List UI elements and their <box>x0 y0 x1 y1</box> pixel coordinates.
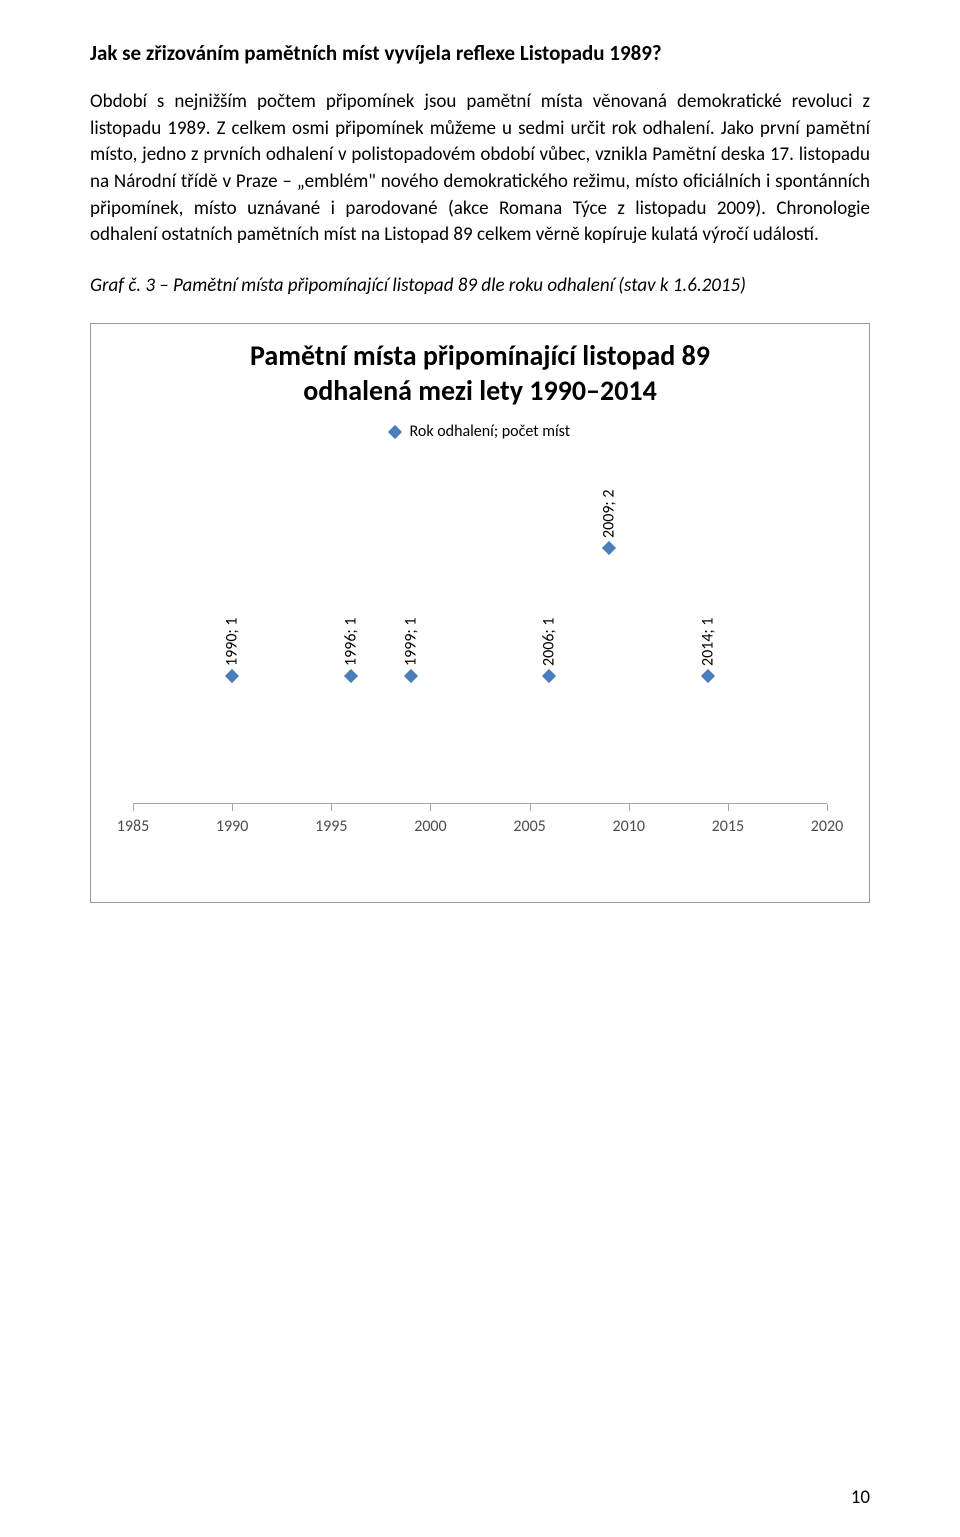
data-point-label: 2014; 1 <box>699 618 718 666</box>
diamond-icon <box>388 425 402 439</box>
x-tick-label: 2010 <box>612 817 644 836</box>
data-point <box>404 669 418 683</box>
chart-title: Pamětní místa připomínající listopad 89 … <box>91 338 869 408</box>
x-tick <box>629 804 630 811</box>
x-tick-label: 2020 <box>811 817 843 836</box>
data-point <box>225 669 239 683</box>
chart-title-line2: odhalená mezi lety 1990–2014 <box>303 373 657 408</box>
legend-marker-icon <box>390 427 400 437</box>
page: Jak se zřizováním pamětních míst vyvíjel… <box>0 0 960 1537</box>
data-point <box>344 669 358 683</box>
x-axis <box>133 803 827 804</box>
x-tick <box>430 804 431 811</box>
x-tick <box>827 804 828 811</box>
data-point-label: 1990; 1 <box>223 618 242 666</box>
chart-frame: Pamětní místa připomínající listopad 89 … <box>90 323 870 903</box>
x-tick-label: 2000 <box>414 817 446 836</box>
x-tick-label: 1985 <box>117 817 149 836</box>
data-point <box>542 669 556 683</box>
legend-label: Rok odhalení; počet míst <box>410 422 571 441</box>
plot-area: 198519901995200020052010201520201990; 11… <box>133 484 827 804</box>
page-number: 10 <box>851 1486 870 1509</box>
x-tick <box>232 804 233 811</box>
chart-title-line1: Pamětní místa připomínající listopad 89 <box>250 338 710 373</box>
x-tick-label: 2005 <box>513 817 545 836</box>
data-point-label: 2006; 1 <box>540 618 559 666</box>
data-point <box>701 669 715 683</box>
chart-legend: Rok odhalení; počet míst <box>91 422 869 441</box>
x-tick-label: 2015 <box>712 817 744 836</box>
x-tick <box>530 804 531 811</box>
x-tick <box>728 804 729 811</box>
x-tick-label: 1990 <box>216 817 248 836</box>
figure-caption: Graf č. 3 – Pamětní místa připomínající … <box>90 273 870 300</box>
body-paragraph: Období s nejnižším počtem připomínek jso… <box>90 89 870 249</box>
x-tick <box>133 804 134 811</box>
data-point <box>602 541 616 555</box>
data-point-label: 1999; 1 <box>401 618 420 666</box>
x-tick <box>331 804 332 811</box>
x-tick-label: 1995 <box>315 817 347 836</box>
data-point-label: 2009; 2 <box>599 490 618 538</box>
data-point-label: 1996; 1 <box>342 618 361 666</box>
section-heading: Jak se zřizováním pamětních míst vyvíjel… <box>90 40 870 67</box>
